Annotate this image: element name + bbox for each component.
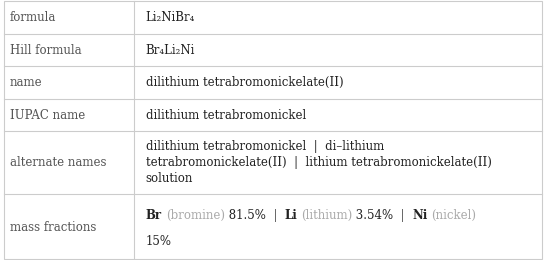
Text: 15%: 15%	[146, 235, 172, 248]
Text: Hill formula: Hill formula	[10, 43, 81, 57]
Text: dilithium tetrabromonickel  |  di–lithium: dilithium tetrabromonickel | di–lithium	[146, 140, 384, 153]
Text: formula: formula	[10, 11, 56, 24]
Text: name: name	[10, 76, 43, 89]
Text: |: |	[265, 209, 284, 222]
Text: (lithium): (lithium)	[301, 209, 352, 222]
Text: dilithium tetrabromonickelate(II): dilithium tetrabromonickelate(II)	[146, 76, 343, 89]
Text: dilithium tetrabromonickel: dilithium tetrabromonickel	[146, 109, 306, 122]
Text: Li: Li	[284, 209, 297, 222]
Text: solution: solution	[146, 172, 193, 185]
Text: alternate names: alternate names	[10, 156, 106, 169]
Text: Br₄Li₂Ni: Br₄Li₂Ni	[146, 43, 195, 57]
Text: Ni: Ni	[412, 209, 428, 222]
Text: IUPAC name: IUPAC name	[10, 109, 85, 122]
Text: tetrabromonickelate(II)  |  lithium tetrabromonickelate(II): tetrabromonickelate(II) | lithium tetrab…	[146, 156, 491, 169]
Text: 3.54%: 3.54%	[352, 209, 394, 222]
Text: mass fractions: mass fractions	[10, 221, 96, 234]
Text: Li₂NiBr₄: Li₂NiBr₄	[146, 11, 195, 24]
Text: (nickel): (nickel)	[431, 209, 477, 222]
Text: |: |	[394, 209, 412, 222]
Text: 81.5%: 81.5%	[224, 209, 265, 222]
Text: Br: Br	[146, 209, 162, 222]
Text: (bromine): (bromine)	[165, 209, 224, 222]
